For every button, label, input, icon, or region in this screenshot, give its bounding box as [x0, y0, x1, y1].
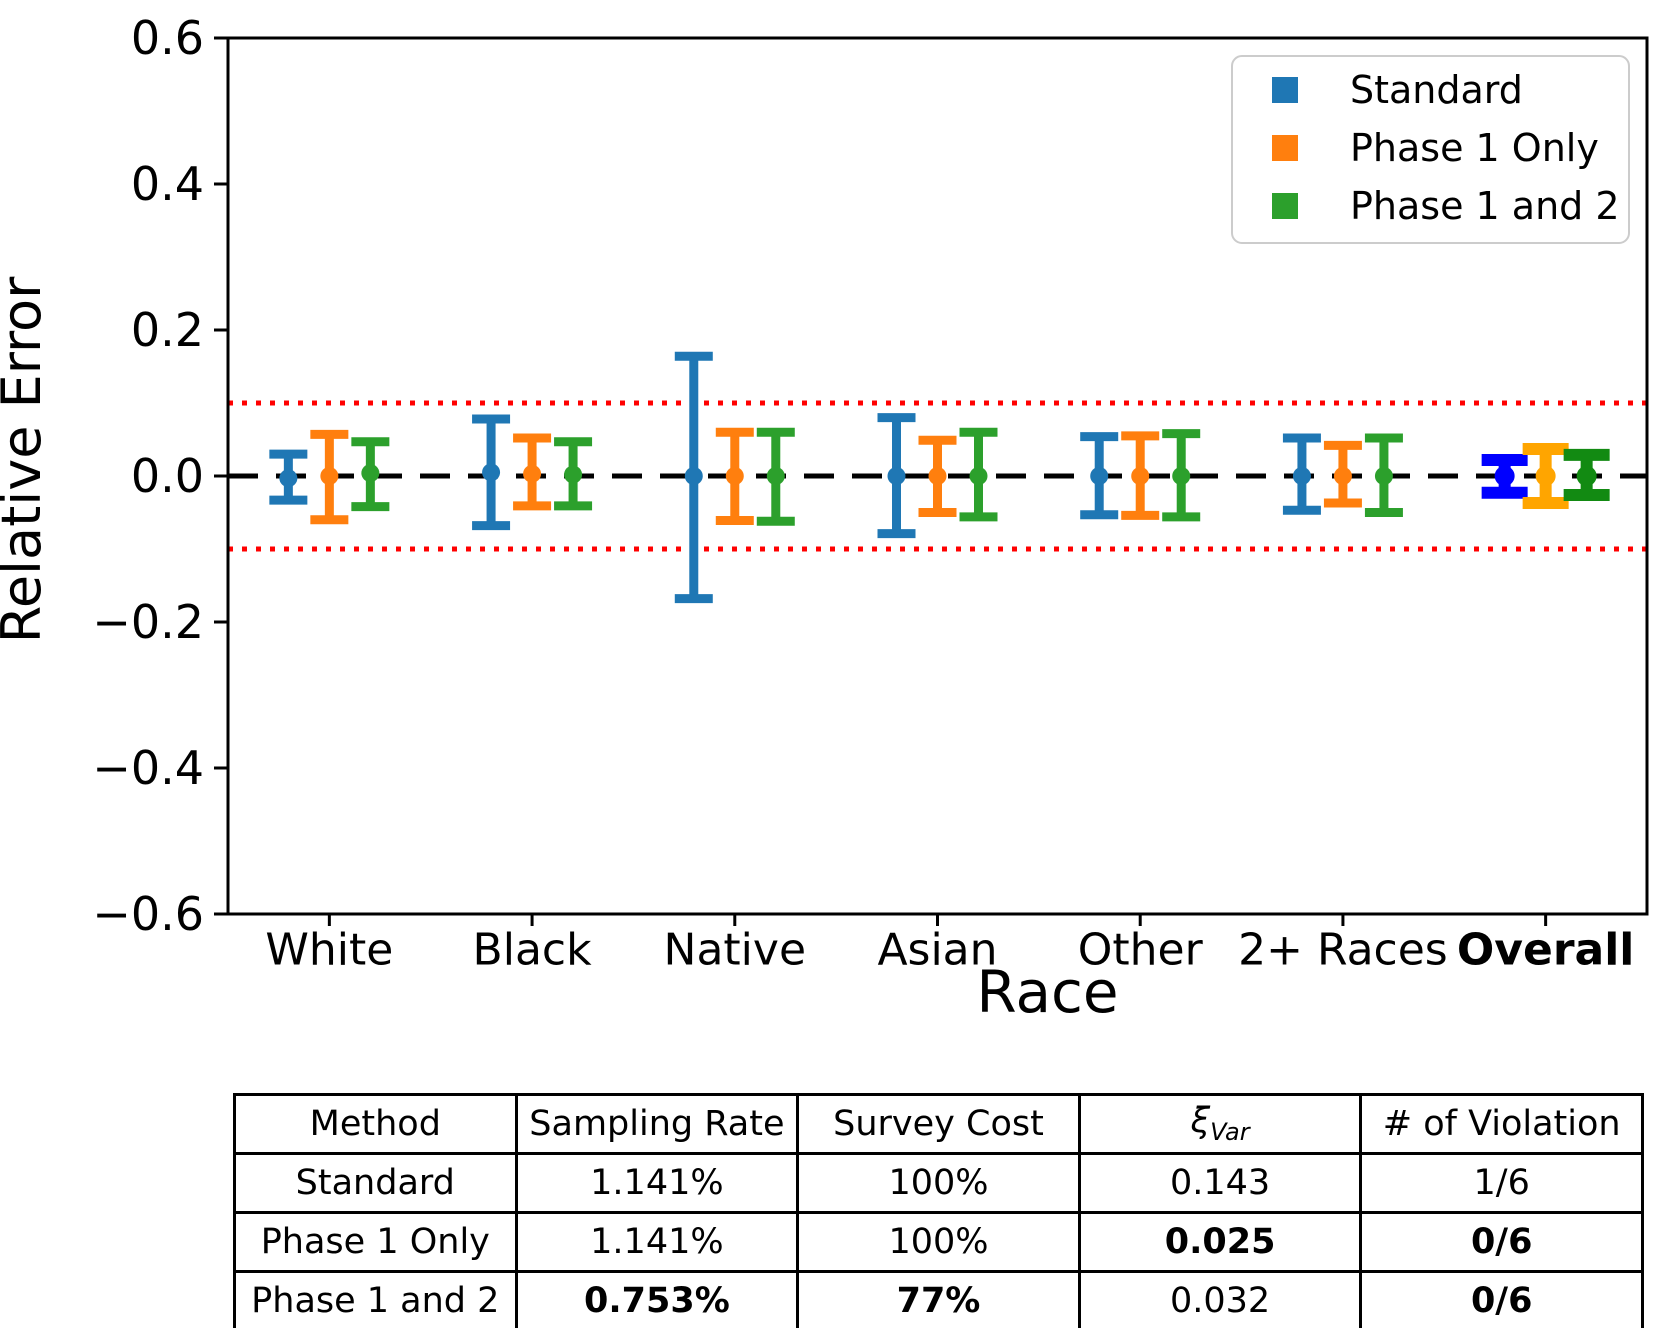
y-tick-label: −0.4: [92, 741, 204, 795]
x-tick-label-other: Other: [1078, 925, 1204, 976]
table-header-row: Method Sampling Rate Survey Cost ξVar # …: [233, 1093, 1644, 1155]
errorbar-asian-phase-1-only: [918, 435, 957, 517]
y-tick-label: −0.2: [92, 595, 204, 649]
errorbar-native-phase-1-only: [715, 427, 754, 526]
header-violations: # of Violation: [1359, 1093, 1644, 1155]
errorbar-other-phase-1-and-2: [1162, 429, 1201, 522]
cell-xi-var: 0.032: [1077, 1270, 1363, 1328]
x-tick-label-overall: Overall: [1457, 925, 1634, 976]
errorbar-asian-standard: [877, 413, 916, 539]
xi-subscript: Var: [1210, 1118, 1250, 1147]
header-sampling-rate: Sampling Rate: [514, 1093, 800, 1155]
legend-item-standard: Standard: [1272, 68, 1523, 112]
header-method: Method: [233, 1093, 518, 1155]
legend-item-phase-1-only: Phase 1 Only: [1272, 126, 1599, 170]
errorbar-other-standard: [1080, 432, 1119, 520]
cell-method: Phase 1 and 2: [233, 1270, 518, 1328]
relative-error-chart: 0.6 0.4 0.2 0.0 −0.2 −0.4 −0.6 White Black Native…: [0, 11, 1649, 1026]
errorbar-black-phase-1-only: [513, 433, 552, 511]
cell-method: Phase 1 Only: [233, 1211, 518, 1273]
x-tick-label-asian: Asian: [877, 925, 997, 976]
y-tick-label: 0.0: [131, 449, 204, 503]
errorbar-white-phase-1-and-2: [351, 437, 390, 512]
y-tick-label: −0.6: [92, 887, 204, 941]
table-row-phase1-only: Phase 1 Only 1.141% 100% 0.025 0/6: [233, 1211, 1644, 1273]
errorbar-overall-phase-1-and-2: [1563, 448, 1610, 501]
errorbar-black-standard: [472, 414, 511, 531]
table-row-phase1-and-2: Phase 1 and 2 0.753% 77% 0.032 0/6: [233, 1270, 1644, 1328]
cell-method: Standard: [233, 1152, 518, 1214]
cell-survey-cost: 100%: [796, 1152, 1081, 1214]
cell-violations: 0/6: [1359, 1211, 1644, 1273]
x-tick-label-black: Black: [473, 925, 593, 976]
y-axis-title: Relative Error: [0, 276, 53, 643]
x-tick-label-white: White: [265, 925, 393, 976]
cell-violations: 1/6: [1359, 1152, 1644, 1214]
header-xi-var: ξVar: [1077, 1093, 1363, 1155]
cell-sampling-rate: 1.141%: [514, 1211, 800, 1273]
errorbar-white-phase-1-only: [310, 429, 349, 525]
legend-item-phase-1-and-2: Phase 1 and 2: [1272, 184, 1620, 228]
errorbar-overall-phase-1-only: [1522, 442, 1569, 510]
x-tick-label-native: Native: [664, 925, 806, 976]
cell-xi-var: 0.025: [1077, 1211, 1363, 1273]
y-tick-label: 0.2: [131, 303, 204, 357]
legend-swatch-icon: [1272, 193, 1298, 219]
legend-label: Standard: [1350, 68, 1523, 112]
y-tick-label: 0.4: [131, 157, 204, 211]
x-axis-title: Race: [976, 958, 1118, 1026]
legend-label: Phase 1 and 2: [1350, 184, 1620, 228]
legend-swatch-icon: [1272, 135, 1298, 161]
errorbar-native-standard: [674, 351, 713, 604]
cell-survey-cost: 77%: [796, 1270, 1081, 1328]
metrics-table: Method Sampling Rate Survey Cost ξVar # …: [233, 1093, 1644, 1328]
errorbar-2-races-standard: [1282, 433, 1321, 515]
errorbar-native-phase-1-and-2: [756, 427, 795, 526]
legend-box: [1231, 55, 1630, 244]
errorbar-overall-standard: [1481, 453, 1528, 499]
legend-label: Phase 1 Only: [1350, 126, 1599, 170]
xi-symbol: ξ: [1190, 1101, 1211, 1142]
table-row-standard: Standard 1.141% 100% 0.143 1/6: [233, 1152, 1644, 1214]
errorbar-2-races-phase-1-only: [1323, 440, 1362, 508]
y-tick-label: 0.6: [131, 11, 204, 65]
x-tick-label-2-races: 2+ Races: [1238, 925, 1448, 976]
cell-violations: 0/6: [1359, 1270, 1644, 1328]
cell-xi-var: 0.143: [1077, 1152, 1363, 1214]
errorbar-black-phase-1-and-2: [554, 437, 593, 511]
legend-swatch-icon: [1272, 77, 1298, 103]
errorbar-asian-phase-1-and-2: [959, 427, 998, 522]
errorbar-white-standard: [269, 449, 308, 505]
header-survey-cost: Survey Cost: [796, 1093, 1081, 1155]
cell-sampling-rate: 0.753%: [514, 1270, 800, 1328]
legend: Standard Phase 1 Only Phase 1 and 2: [1231, 55, 1630, 244]
cell-survey-cost: 100%: [796, 1211, 1081, 1273]
errorbar-other-phase-1-only: [1121, 431, 1160, 520]
cell-sampling-rate: 1.141%: [514, 1152, 800, 1214]
errorbar-2-races-phase-1-and-2: [1364, 433, 1403, 517]
